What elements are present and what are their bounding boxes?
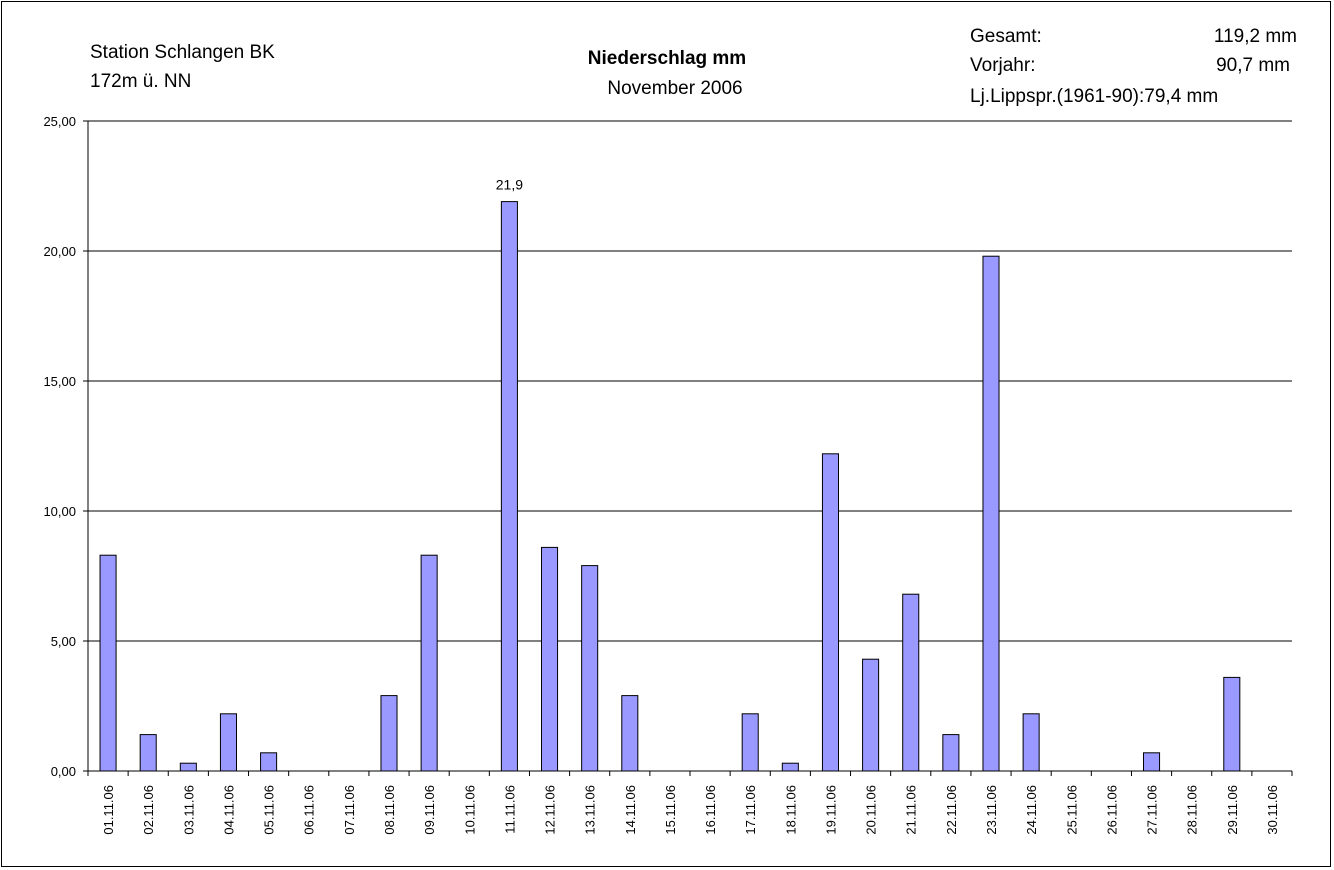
x-tick-label: 11.11.06 <box>502 785 517 834</box>
x-tick-label: 07.11.06 <box>342 785 357 835</box>
chart-title: Niederschlag mm <box>588 48 746 69</box>
bar <box>1223 676 1241 772</box>
bar <box>821 453 839 772</box>
y-axis: 0,00 5,00 10,00 15,00 20,00 25,00 <box>43 114 89 779</box>
grid-lines <box>88 120 1292 642</box>
x-tick-label: 16.11.06 <box>703 785 718 835</box>
x-tick-label: 01.11.06 <box>101 785 116 835</box>
x-tick-label: 10.11.06 <box>462 785 477 835</box>
y-tick-label: 15,00 <box>43 374 76 389</box>
x-tick-label: 25.11.06 <box>1064 785 1079 835</box>
x-tick-label: 19.11.06 <box>823 785 838 835</box>
x-tick-label: 08.11.06 <box>382 785 397 835</box>
x-tick-label: 27.11.06 <box>1145 785 1160 835</box>
x-tick-label: 23.11.06 <box>984 785 999 835</box>
bar <box>541 546 559 772</box>
x-tick-label: 24.11.06 <box>1024 785 1039 835</box>
bar <box>1022 713 1040 772</box>
previous-year-value: 90,7 mm <box>1216 55 1290 76</box>
x-axis: 01.11.06 02.11.06 03.11.06 04.11.06 05.11.06… <box>87 770 1293 835</box>
bar <box>500 201 518 772</box>
bar <box>982 255 1000 772</box>
bar <box>99 554 117 772</box>
chart-subtitle: November 2006 <box>607 78 742 99</box>
x-tick-label: 21.11.06 <box>904 785 919 835</box>
x-tick-label: 15.11.06 <box>663 785 678 835</box>
x-tick-label: 09.11.06 <box>422 785 437 835</box>
x-tick-label: 14.11.06 <box>623 785 638 835</box>
x-tick-label: 02.11.06 <box>141 785 156 835</box>
x-tick-label: 26.11.06 <box>1104 785 1119 835</box>
bar <box>621 695 639 772</box>
annotations: 21,9 <box>496 177 523 193</box>
x-tick-label: 05.11.06 <box>262 785 277 835</box>
x-tick-label: 20.11.06 <box>864 785 879 835</box>
bar <box>902 593 920 772</box>
bar <box>420 554 438 772</box>
total-label: Gesamt: <box>970 26 1042 47</box>
x-tick-label: 30.11.06 <box>1265 785 1280 835</box>
y-tick-label: 0,00 <box>51 764 76 779</box>
y-tick-label: 5,00 <box>51 634 76 649</box>
bar <box>1143 752 1161 772</box>
data-label: 21,9 <box>496 177 523 193</box>
bar <box>741 713 759 772</box>
x-tick-label: 28.11.06 <box>1185 785 1200 835</box>
bar <box>219 713 237 772</box>
y-tick-label: 25,00 <box>43 114 76 129</box>
bar <box>942 734 960 772</box>
long-term-normal: Lj.Lippspr.(1961-90):79,4 mm <box>970 86 1218 107</box>
y-tick-label: 10,00 <box>43 504 76 519</box>
total-value: 119,2 mm <box>1214 26 1297 47</box>
x-tick-label: 22.11.06 <box>944 785 959 835</box>
x-tick-label: 06.11.06 <box>302 785 317 835</box>
bars <box>99 201 1241 772</box>
x-tick-label: 03.11.06 <box>181 785 196 835</box>
bar <box>179 762 197 772</box>
x-tick-label: 04.11.06 <box>221 785 236 835</box>
bar <box>139 734 157 772</box>
x-tick-label: 18.11.06 <box>783 785 798 835</box>
station-name: Station Schlangen BK <box>90 42 275 63</box>
x-tick-label: 17.11.06 <box>743 785 758 835</box>
bar <box>862 658 880 772</box>
x-tick-label: 12.11.06 <box>543 785 558 835</box>
bar <box>380 695 398 772</box>
x-tick-label: 29.11.06 <box>1225 785 1240 835</box>
x-tick-label: 13.11.06 <box>583 785 598 835</box>
previous-year-label: Vorjahr: <box>970 55 1035 76</box>
bar <box>581 565 599 772</box>
station-elevation: 172m ü. NN <box>90 71 191 92</box>
bar <box>781 762 799 772</box>
y-tick-label: 20,00 <box>43 244 76 259</box>
bar <box>260 752 278 772</box>
